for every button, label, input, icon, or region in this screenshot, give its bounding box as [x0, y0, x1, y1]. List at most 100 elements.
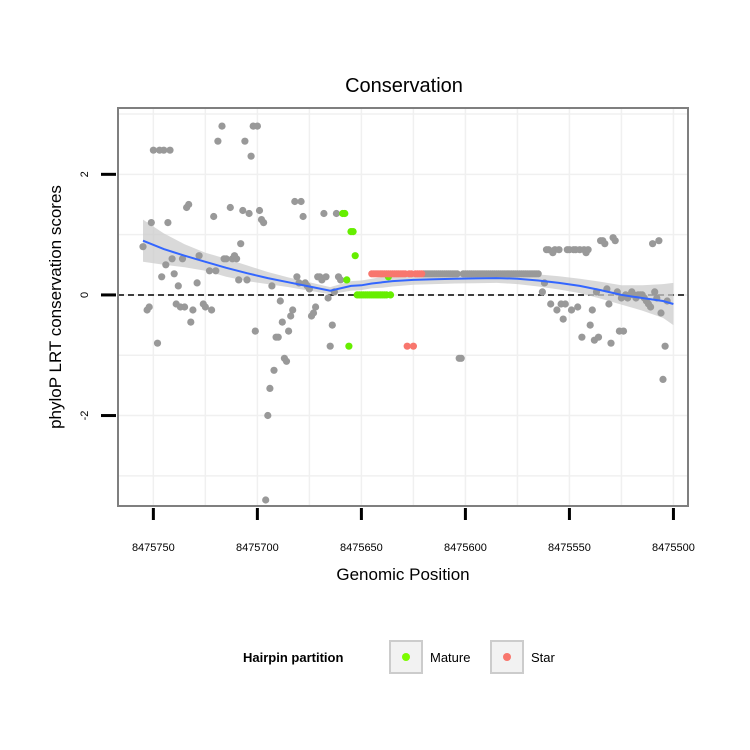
point-other: [547, 300, 555, 308]
point-other: [586, 321, 594, 329]
point-other: [168, 255, 176, 263]
point-other: [561, 300, 569, 308]
point-other: [324, 294, 332, 302]
point-other: [260, 219, 268, 227]
point-other: [241, 137, 249, 145]
point-other: [243, 276, 251, 284]
point-other: [222, 255, 230, 263]
point-other: [164, 219, 172, 227]
y-tick-label: 2: [79, 171, 91, 177]
point-other: [453, 270, 461, 278]
point-other: [559, 315, 567, 323]
point-other: [162, 261, 170, 269]
x-tick-label: 8475500: [652, 542, 695, 554]
point-other: [266, 384, 274, 392]
point-other: [193, 279, 201, 287]
y-tick-label: -2: [79, 411, 91, 421]
point-other: [337, 276, 345, 284]
point-other: [651, 288, 659, 296]
point-other: [226, 203, 234, 212]
point-other: [160, 146, 168, 154]
point-other: [270, 366, 278, 374]
point-other: [299, 212, 307, 221]
point-star: [418, 270, 426, 278]
point-other: [553, 306, 561, 314]
point-other: [210, 212, 218, 221]
point-other: [268, 282, 276, 290]
point-other: [139, 243, 147, 251]
point-other: [181, 303, 189, 311]
point-mature: [341, 209, 349, 218]
point-other: [282, 357, 291, 365]
point-other: [309, 309, 318, 317]
point-other: [584, 246, 592, 254]
point-other: [457, 354, 465, 362]
x-tick-label: 8475600: [444, 542, 487, 554]
point-other: [567, 306, 576, 314]
point-other: [174, 282, 182, 290]
point-other: [326, 342, 334, 350]
point-other: [170, 270, 178, 278]
point-other: [297, 197, 305, 206]
point-other: [322, 273, 330, 281]
point-other: [578, 333, 586, 341]
point-other: [555, 246, 563, 254]
data-points: [139, 122, 671, 504]
point-other: [332, 209, 340, 218]
point-other: [245, 209, 253, 218]
point-star: [409, 342, 417, 350]
point-other: [594, 333, 603, 341]
point-mature: [349, 228, 357, 236]
point-other: [320, 209, 328, 218]
point-other: [647, 303, 655, 311]
x-axis-title: Genomic Position: [336, 565, 469, 584]
point-other: [607, 339, 615, 347]
point-other: [235, 276, 243, 284]
point-other: [189, 306, 197, 314]
point-other: [195, 252, 203, 260]
point-other: [262, 496, 270, 504]
smooth-confidence-band: [143, 219, 674, 326]
point-mature: [343, 276, 351, 284]
point-mature: [345, 342, 353, 350]
point-other: [538, 288, 547, 296]
x-tick-label: 8475650: [340, 542, 383, 554]
point-other: [278, 318, 286, 326]
point-other: [218, 122, 226, 130]
point-other: [233, 255, 241, 263]
x-tick-label: 8475550: [548, 542, 591, 554]
point-other: [185, 200, 193, 209]
point-mature: [351, 252, 359, 260]
point-other: [659, 375, 667, 383]
point-other: [166, 146, 174, 154]
point-other: [178, 255, 187, 263]
point-other: [289, 306, 297, 314]
legend-label-star: Star: [531, 650, 556, 665]
point-other: [158, 273, 166, 281]
point-other: [153, 339, 162, 347]
smooth-trend-line: [142, 239, 674, 305]
point-other: [287, 312, 295, 320]
point-other: [237, 240, 245, 248]
point-other: [534, 270, 542, 278]
point-other: [201, 303, 209, 311]
legend-title: Hairpin partition: [243, 650, 343, 665]
y-axis-title: phyloP LRT conservation scores: [46, 185, 65, 429]
point-other: [293, 273, 301, 281]
point-other: [274, 333, 282, 341]
point-other: [649, 240, 657, 248]
point-other: [291, 197, 299, 206]
point-other: [145, 303, 153, 311]
point-other: [212, 267, 220, 275]
point-other: [149, 146, 157, 154]
x-axis-ticks: 8475750 8475700 8475650 8475600 8475550 84755…: [132, 508, 695, 554]
point-other: [588, 306, 596, 314]
x-tick-label: 8475700: [236, 542, 279, 554]
point-other: [255, 206, 264, 215]
legend: Hairpin partition Mature Star: [243, 640, 556, 674]
point-star: [403, 342, 411, 350]
plot-panel-border: [117, 107, 689, 507]
point-other: [214, 137, 222, 145]
point-other: [208, 306, 216, 314]
